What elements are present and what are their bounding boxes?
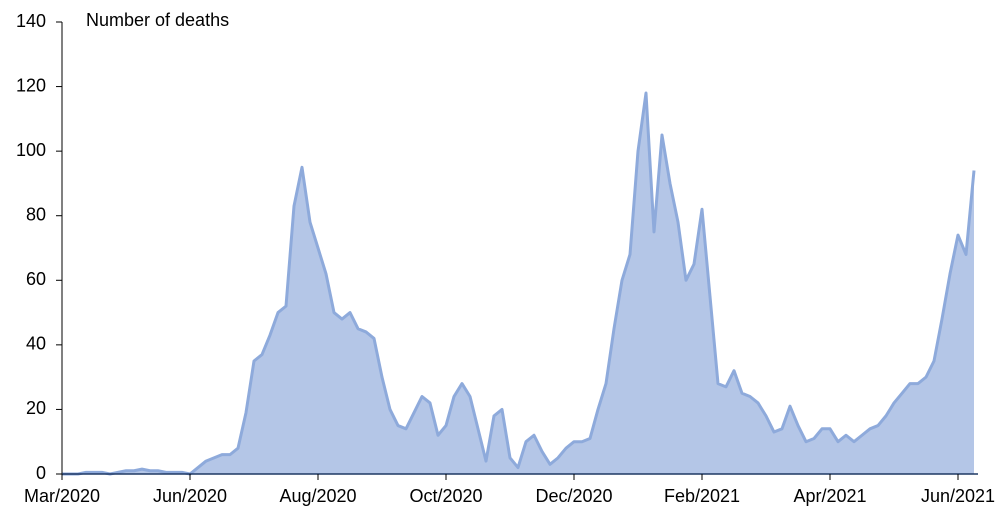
y-tick-label: 60 (26, 269, 46, 289)
y-tick-label: 80 (26, 204, 46, 224)
x-tick-label: Apr/2021 (793, 486, 866, 506)
y-tick-label: 0 (36, 463, 46, 483)
y-tick-label: 20 (26, 398, 46, 418)
x-tick-label: Dec/2020 (535, 486, 612, 506)
y-tick-label: 140 (16, 11, 46, 31)
x-tick-label: Mar/2020 (24, 486, 100, 506)
x-tick-label: Feb/2021 (664, 486, 740, 506)
x-tick-label: Oct/2020 (409, 486, 482, 506)
x-tick-label: Aug/2020 (279, 486, 356, 506)
y-tick-label: 40 (26, 334, 46, 354)
y-tick-label: 100 (16, 140, 46, 160)
x-tick-label: Jun/2021 (921, 486, 995, 506)
y-axis-label: Number of deaths (86, 10, 229, 30)
area-line (62, 91, 976, 476)
area (62, 93, 974, 475)
x-tick-label: Jun/2020 (153, 486, 227, 506)
y-tick-label: 120 (16, 75, 46, 95)
